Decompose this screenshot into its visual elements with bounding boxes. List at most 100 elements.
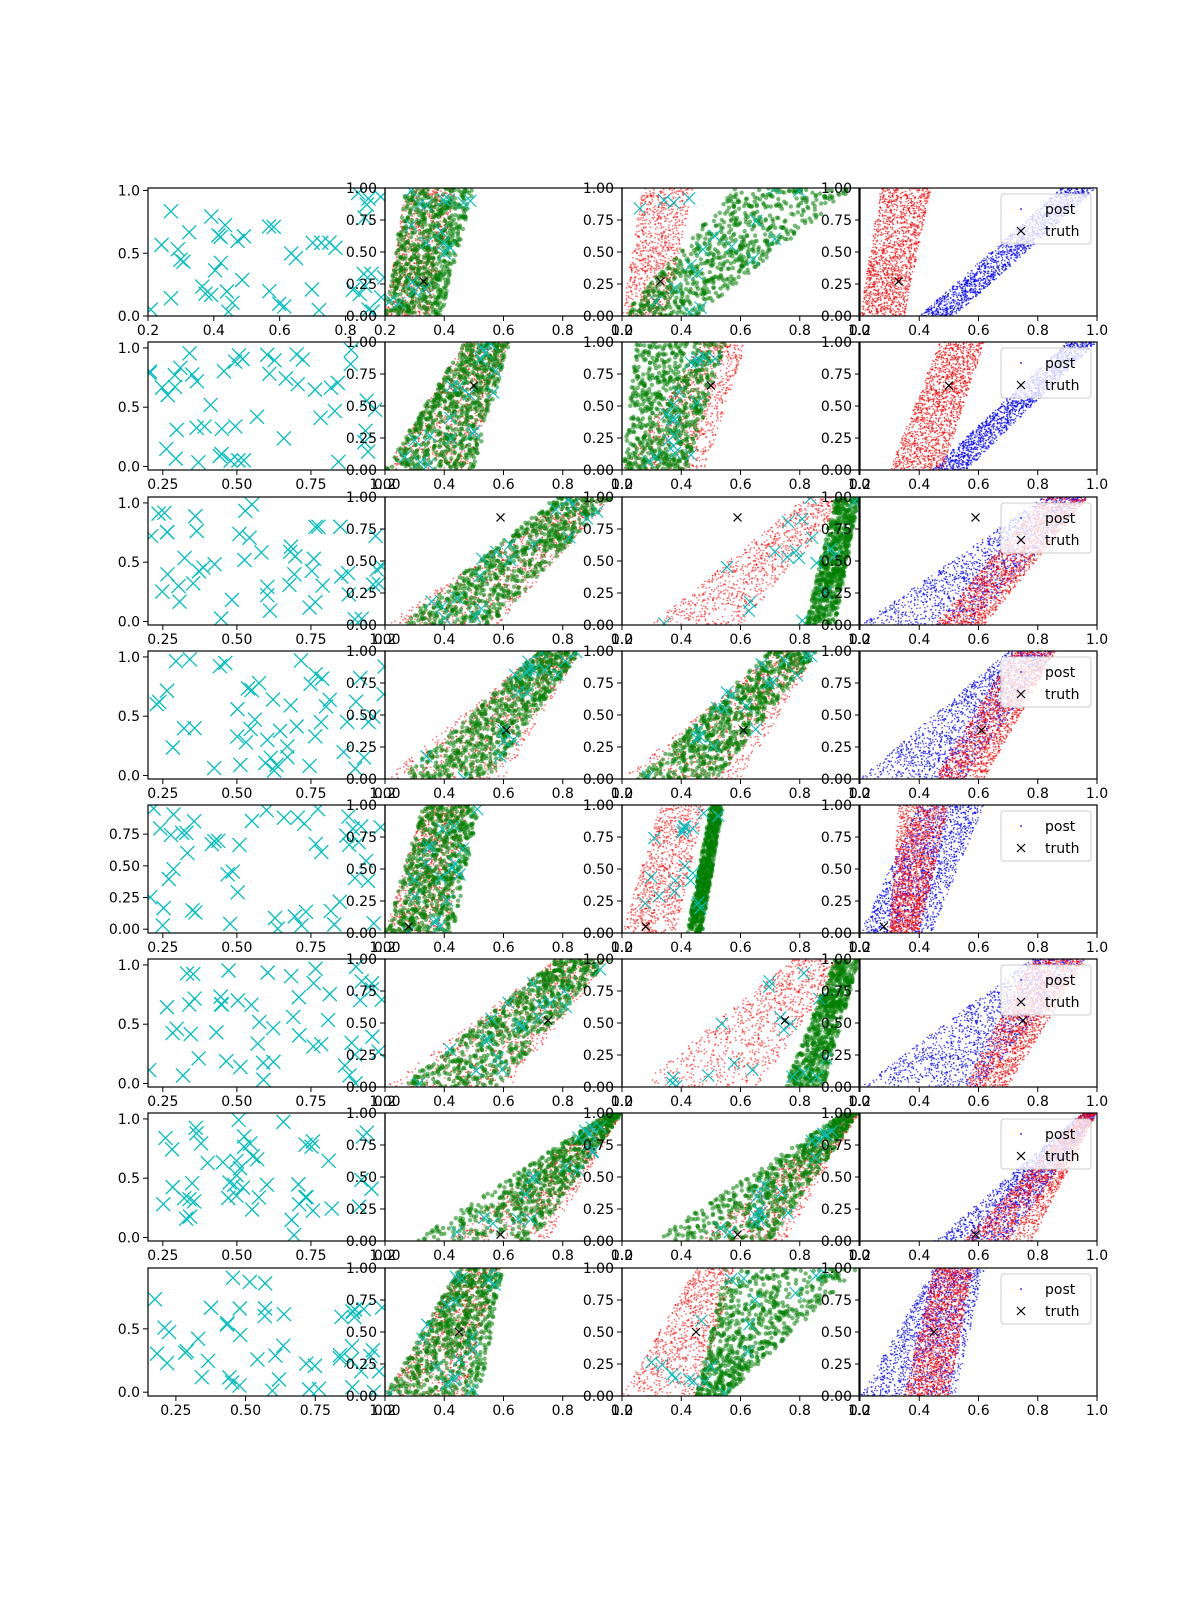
- red-point: [656, 233, 659, 236]
- green-point: [716, 241, 722, 246]
- sample-x-mark: [373, 189, 385, 205]
- overlay-point: [912, 194, 914, 197]
- red-point: [659, 258, 662, 261]
- post-point: [945, 311, 947, 314]
- red-point: [645, 243, 648, 246]
- green-point: [639, 298, 645, 303]
- post-point: [1001, 257, 1004, 259]
- post-point: [966, 284, 969, 287]
- green-point: [716, 276, 721, 281]
- post-point: [943, 304, 945, 307]
- green-point: [789, 211, 794, 217]
- post-point: [1028, 247, 1030, 249]
- sample-x-mark: [357, 210, 373, 226]
- green-point: [387, 290, 393, 295]
- green-point: [415, 188, 420, 192]
- post-point: [1017, 248, 1019, 251]
- post-point: [964, 277, 966, 280]
- green-point: [733, 280, 739, 286]
- green-point: [702, 242, 708, 247]
- red-point: [661, 206, 663, 209]
- red-point: [643, 257, 646, 260]
- green-point: [726, 205, 732, 210]
- post-point: [953, 306, 956, 309]
- post-point: [960, 287, 963, 289]
- green-point: [715, 265, 720, 270]
- red-point: [669, 233, 672, 236]
- green-point: [405, 238, 411, 244]
- green-point: [448, 223, 453, 228]
- post-point: [1006, 248, 1008, 250]
- red-point: [660, 232, 662, 235]
- post-point: [1009, 265, 1011, 268]
- green-point: [676, 266, 681, 271]
- scatter-points: [385, 188, 477, 316]
- post-point: [1005, 245, 1008, 247]
- sample-x-mark: [392, 296, 406, 310]
- red-point: [678, 248, 681, 251]
- green-point: [711, 218, 717, 224]
- post-point: [1021, 248, 1024, 250]
- green-point: [699, 291, 704, 297]
- sample-x-mark: [276, 298, 292, 314]
- red-point: [678, 220, 681, 223]
- red-point: [411, 277, 414, 279]
- sample-x-mark: [327, 240, 343, 256]
- red-point: [390, 288, 393, 291]
- post-point: [972, 278, 975, 280]
- sample-x-mark: [220, 304, 236, 316]
- red-point: [679, 188, 682, 191]
- post-point: [982, 282, 985, 284]
- post-point: [984, 259, 987, 262]
- post-point: [976, 263, 979, 265]
- red-point: [651, 255, 653, 258]
- green-point: [409, 230, 415, 235]
- red-point: [678, 239, 681, 242]
- red-point: [672, 231, 674, 233]
- green-point: [720, 225, 725, 230]
- green-point: [435, 296, 440, 301]
- post-point: [978, 270, 981, 273]
- post-point: [962, 301, 964, 303]
- red-point: [625, 291, 628, 294]
- post-point: [954, 310, 956, 313]
- red-point: [636, 258, 639, 260]
- post-point: [1066, 191, 1068, 193]
- red-point: [677, 232, 680, 235]
- green-point: [463, 208, 468, 213]
- green-point: [385, 312, 389, 316]
- post-point: [984, 285, 987, 288]
- red-point: [642, 247, 645, 249]
- red-point: [649, 226, 652, 228]
- red-point: [653, 257, 656, 259]
- red-point: [629, 305, 632, 308]
- green-point: [455, 242, 460, 248]
- samples-panel: 0.2 0.4 0.6 0.80.00.51.0: [118, 184, 386, 339]
- red-point: [648, 277, 651, 280]
- green-point: [764, 255, 769, 260]
- green-point: [728, 261, 734, 266]
- red-point: [648, 249, 651, 251]
- sample-x-mark: [163, 290, 179, 306]
- green-point: [441, 267, 446, 272]
- green-point: [434, 270, 440, 275]
- red-point: [657, 267, 660, 270]
- green-point: [711, 285, 716, 290]
- red-point: [630, 297, 632, 300]
- green-point: [427, 299, 432, 305]
- green-point: [438, 235, 444, 241]
- sample-x-mark: [345, 282, 361, 298]
- green-point: [400, 288, 406, 293]
- green-point: [760, 193, 765, 198]
- post-point: [963, 296, 966, 299]
- post-point: [921, 313, 923, 315]
- red-point: [652, 196, 655, 198]
- green-point: [788, 228, 794, 233]
- post-point: [986, 285, 989, 288]
- green-point: [444, 269, 449, 275]
- green-point: [707, 269, 713, 275]
- green-point: [404, 301, 410, 306]
- post-point: [1019, 256, 1021, 258]
- green-point: [688, 301, 693, 307]
- red-point: [658, 212, 661, 215]
